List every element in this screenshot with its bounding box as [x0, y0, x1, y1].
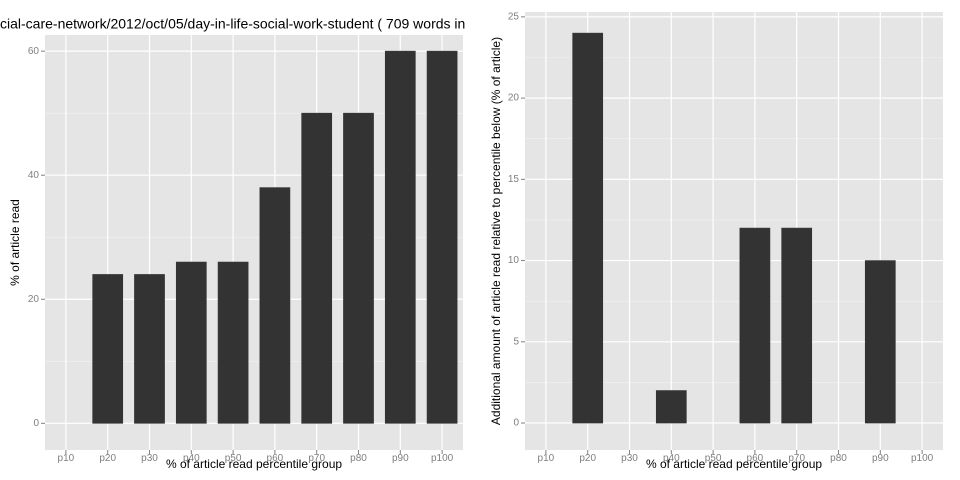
- bar: [301, 112, 333, 424]
- x-tick-label: p70: [308, 453, 325, 464]
- y-tick-label: 25: [508, 12, 520, 23]
- x-tick-label: p60: [267, 453, 284, 464]
- x-tick-label: p80: [350, 453, 367, 464]
- x-tick-label: p10: [58, 453, 75, 464]
- x-axis-title: % of article read percentile group: [166, 457, 342, 471]
- bar: [572, 32, 604, 424]
- x-tick-label: p50: [705, 453, 722, 464]
- bar: [343, 112, 374, 424]
- x-tick-label: p30: [141, 453, 158, 464]
- x-tick-label: p70: [788, 453, 805, 464]
- x-tick-label: p20: [579, 453, 596, 464]
- y-tick-label: 15: [508, 174, 520, 185]
- bar: [259, 187, 291, 424]
- bar: [134, 274, 165, 424]
- x-tick-label: p100: [911, 453, 934, 464]
- x-tick-label: p60: [747, 453, 764, 464]
- bar: [92, 274, 124, 424]
- x-tick-label: p10: [538, 453, 555, 464]
- y-tick-label: 40: [28, 170, 40, 181]
- bar: [655, 390, 687, 424]
- x-tick-label: p90: [392, 453, 409, 464]
- x-tick-label: p40: [663, 453, 680, 464]
- bar: [217, 261, 249, 424]
- bar: [175, 261, 207, 424]
- y-axis-title: Additional amount of article read relati…: [489, 37, 503, 425]
- x-axis-title: % of article read percentile group: [646, 457, 822, 471]
- x-tick-label: p100: [431, 453, 454, 464]
- y-tick-label: 10: [508, 255, 520, 266]
- x-tick-label: p20: [99, 453, 116, 464]
- x-tick-label: p40: [183, 453, 200, 464]
- y-axis-title: % of article read: [8, 199, 22, 286]
- y-tick-label: 0: [513, 418, 519, 429]
- bar: [426, 50, 458, 424]
- x-tick-label: p80: [830, 453, 847, 464]
- chart-title: cial-care-network/2012/oct/05/day-in-lif…: [0, 16, 465, 32]
- x-tick-label: p30: [621, 453, 638, 464]
- y-tick-label: 0: [33, 418, 39, 429]
- y-tick-label: 20: [508, 93, 520, 104]
- x-tick-label: p50: [225, 453, 242, 464]
- x-tick-label: p90: [872, 453, 889, 464]
- y-tick-label: 60: [28, 46, 40, 57]
- y-tick-label: 20: [28, 294, 40, 305]
- y-tick-label: 5: [513, 336, 519, 347]
- bar: [781, 227, 813, 424]
- bar: [384, 50, 416, 424]
- bar: [864, 260, 896, 424]
- bar: [739, 227, 771, 424]
